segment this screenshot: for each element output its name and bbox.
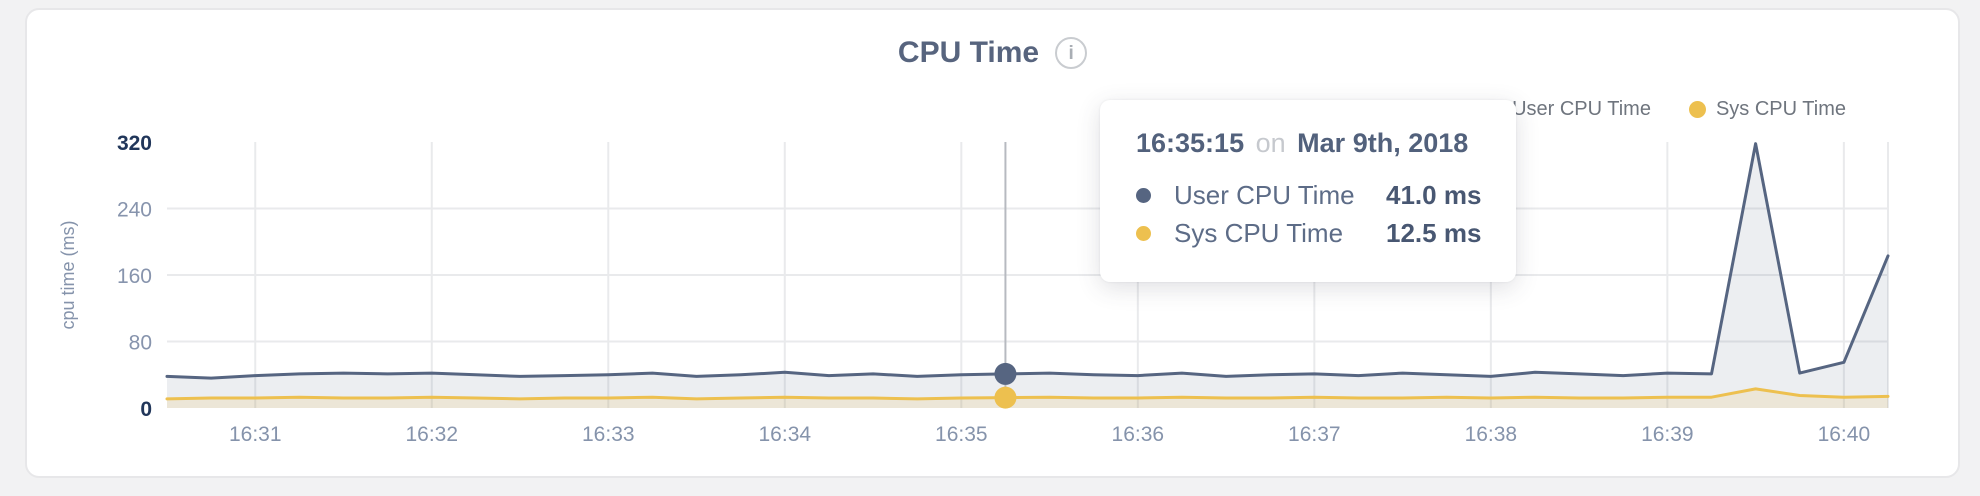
sys-series-dot-icon — [1136, 225, 1151, 241]
tooltip-row-user: User CPU Time 41.0 ms — [1136, 176, 1482, 214]
hover-marker-user — [994, 362, 1017, 385]
x-axis-tick: 16:40 — [1818, 423, 1871, 446]
tooltip-date: Mar 9th, 2018 — [1297, 128, 1469, 158]
tooltip-header: 16:35:15 on Mar 9th, 2018 — [1136, 128, 1482, 159]
user-series-dot-icon — [1136, 187, 1151, 203]
x-axis-tick: 16:35 — [935, 423, 988, 446]
x-axis-tick: 16:32 — [405, 423, 458, 446]
tooltip-series-value: 12.5 ms — [1386, 217, 1482, 248]
cpu-time-chart[interactable]: 320 240 160 80 0 16:31 16:32 16:33 16:34 16:35 16:… — [27, 10, 1962, 480]
tooltip-series-label: Sys CPU Time — [1174, 217, 1344, 248]
chart-card: CPU Time i User CPU Time Sys CPU Time 32… — [25, 8, 1960, 478]
sys-series-dot-icon — [1688, 101, 1706, 118]
y-axis-tick: 0 — [140, 398, 152, 421]
x-axis-tick: 16:36 — [1112, 423, 1165, 446]
tooltip-row-sys: Sys CPU Time 12.5 ms — [1136, 214, 1482, 252]
hover-marker-sys — [994, 386, 1017, 409]
x-axis-tick: 16:34 — [759, 423, 812, 446]
chart-title: CPU Time — [897, 36, 1040, 69]
info-icon[interactable]: i — [1055, 37, 1088, 69]
x-axis-tick: 16:33 — [582, 423, 635, 446]
legend-label-user: User CPU Time — [1512, 98, 1651, 120]
y-axis-tick: 320 — [117, 132, 152, 155]
tooltip-series-value: 41.0 ms — [1386, 179, 1482, 210]
chart-legend: User CPU Time Sys CPU Time — [1485, 98, 1846, 121]
tooltip-time: 16:35:15 — [1136, 128, 1245, 158]
x-axis-tick: 16:39 — [1641, 423, 1694, 446]
legend-label-sys: Sys CPU Time — [1715, 98, 1846, 120]
series-line-user — [165, 142, 1890, 380]
chart-header: CPU Time i — [27, 36, 1958, 70]
tooltip-connector: on — [1255, 128, 1286, 158]
y-axis-tick: 160 — [117, 265, 152, 288]
tooltip-series-label: User CPU Time — [1174, 179, 1355, 210]
series-line-sys — [165, 387, 1890, 401]
x-axis-tick: 16:37 — [1288, 423, 1341, 446]
legend-item-sys-cpu-time[interactable]: Sys CPU Time — [1688, 98, 1846, 121]
series-area-user — [167, 143, 1888, 408]
x-axis-tick: 16:38 — [1465, 423, 1518, 446]
chart-tooltip: 16:35:15 on Mar 9th, 2018 User CPU Time … — [1100, 100, 1516, 282]
x-axis-tick: 16:31 — [229, 423, 282, 446]
y-axis-tick: 80 — [129, 332, 152, 355]
y-axis-title: cpu time (ms) — [58, 220, 78, 329]
y-axis-tick: 240 — [117, 199, 152, 222]
